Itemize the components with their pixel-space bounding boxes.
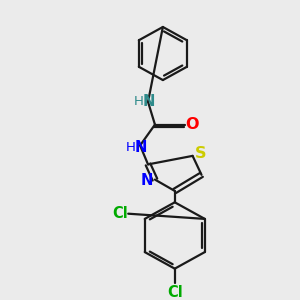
Text: O: O	[185, 117, 198, 132]
Text: H: H	[126, 141, 136, 154]
Text: Cl: Cl	[112, 206, 128, 221]
Text: N: N	[141, 173, 153, 188]
Text: S: S	[195, 146, 206, 161]
Text: N: N	[143, 94, 155, 110]
Text: H: H	[134, 95, 144, 108]
Text: Cl: Cl	[167, 285, 183, 300]
Text: N: N	[135, 140, 147, 155]
